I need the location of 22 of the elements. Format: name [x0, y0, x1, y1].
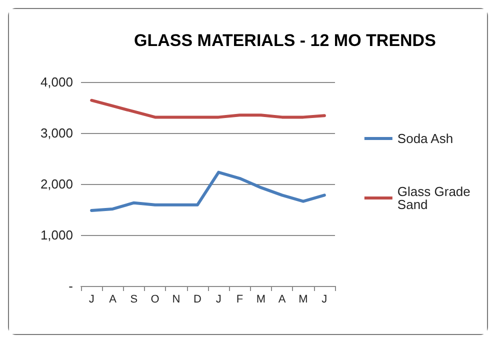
- x-tick-label: J: [88, 294, 94, 306]
- y-tick-label: 4,000: [40, 74, 73, 90]
- y-tick-label: 1,000: [40, 228, 73, 242]
- x-tick-label: J: [322, 294, 328, 306]
- line-series: [90, 170, 326, 212]
- x-tick-label: M: [298, 294, 308, 306]
- y-tick-label: 2,000: [40, 176, 73, 192]
- x-tick-label: F: [236, 294, 244, 306]
- legend-label: Glass Grade Sand: [397, 184, 474, 212]
- x-tick-label: J: [216, 294, 222, 306]
- line-series: [90, 98, 326, 119]
- x-tick-label: O: [150, 294, 160, 306]
- legend-label: Soda Ash: [397, 131, 454, 146]
- y-tick-label: 3,000: [40, 126, 73, 140]
- x-tick-label: N: [172, 294, 180, 306]
- x-tick-label: M: [256, 294, 266, 306]
- x-tick-label: S: [130, 294, 138, 306]
- chart-title: GLASS MATERIALS - 12 MO TRENDS: [134, 31, 436, 50]
- x-tick-label: A: [109, 294, 118, 306]
- x-tick-label: A: [278, 294, 286, 306]
- x-tick-label: D: [193, 294, 202, 306]
- y-tick-label: -: [68, 278, 73, 294]
